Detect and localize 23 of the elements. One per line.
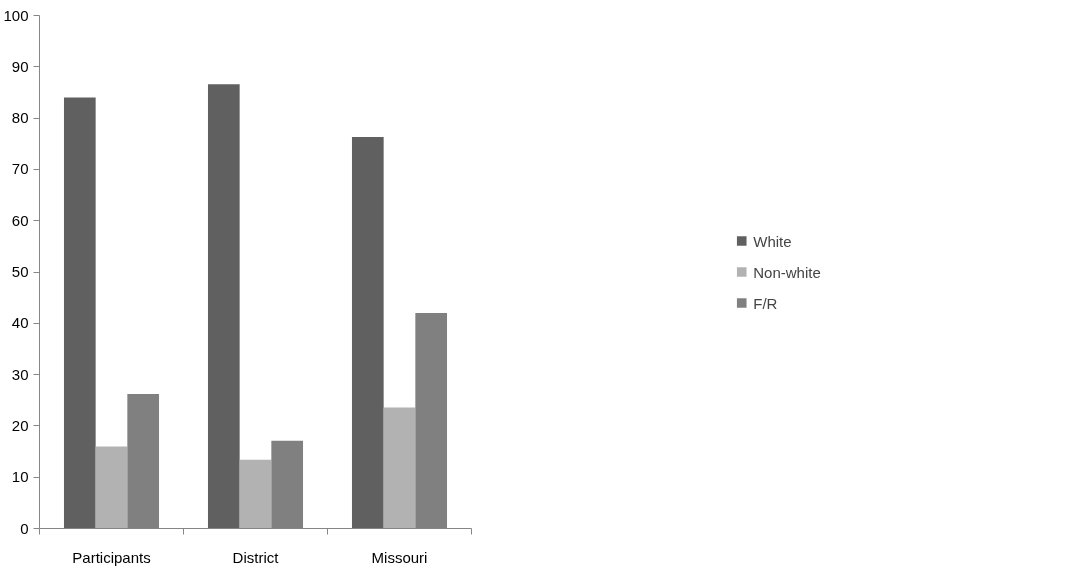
bar [207,84,240,529]
bar [239,459,272,529]
y-tick-label: 20 [11,416,29,434]
x-tick-label: District [232,548,280,566]
bar [383,407,416,529]
y-tick-label: 90 [11,57,29,75]
legend-label: Non-white [753,263,821,280]
y-tick-label: 100 [3,6,29,24]
y-tick-label: 50 [11,263,29,280]
x-tick-label: Missouri [371,548,428,566]
legend-label: F/R [753,294,778,311]
y-tick-label: 60 [11,211,29,229]
bar [63,97,96,529]
bar [351,137,384,529]
x-tick-label: Participants [72,548,151,566]
y-tick-label: 30 [11,365,29,383]
legend-label: White [753,232,792,249]
bar [95,446,128,529]
y-tick-label: 70 [11,160,29,178]
y-tick-label: 40 [11,314,29,332]
y-tick-label: 0 [20,519,29,537]
y-tick-label: 10 [11,468,29,486]
y-tick-label: 80 [11,109,29,127]
